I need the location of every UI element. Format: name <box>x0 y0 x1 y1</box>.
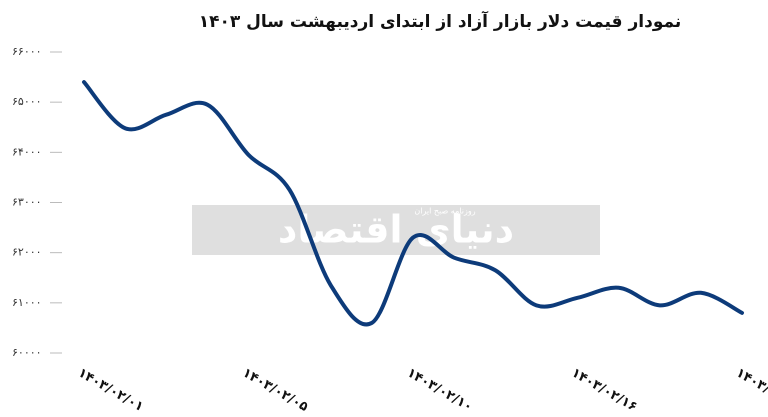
x-tick-label: ۱۴۰۳/۰۲/۱۰ <box>404 366 475 415</box>
line <box>82 80 744 327</box>
x-tick-label: ۱۴۰۳/۰۲/۰۵ <box>240 366 311 416</box>
y-tick-label: ۶۵۰۰۰ <box>12 95 42 108</box>
watermark-box <box>192 205 600 255</box>
watermark: دنیای اقتصاد <box>278 208 514 252</box>
x-tick-label: ۱۴۰۳/۰۲/۲۰ <box>733 366 768 415</box>
watermark-subtitle: روزنامه صبح ایران <box>414 207 475 216</box>
y-tick-label: ۶۶۰۰۰ <box>12 45 42 58</box>
y-tick-label: ۶۲۰۰۰ <box>12 246 42 259</box>
y-tick-label: ۶۳۰۰۰ <box>12 196 42 209</box>
chart-title: نمودار قیمت دلار بازار آزاد از ابتدای ار… <box>199 10 682 32</box>
x-tick-label: ۱۴۰۳/۰۲/۰۱ <box>75 366 146 415</box>
y-tick-label: ۶۱۰۰۰ <box>12 296 42 309</box>
y-tick-label: ۶۰۰۰۰ <box>12 346 42 359</box>
y-tick-label: ۶۴۰۰۰ <box>12 145 42 158</box>
x-tick-label: ۱۴۰۳/۰۲/۱۶ <box>569 366 640 415</box>
